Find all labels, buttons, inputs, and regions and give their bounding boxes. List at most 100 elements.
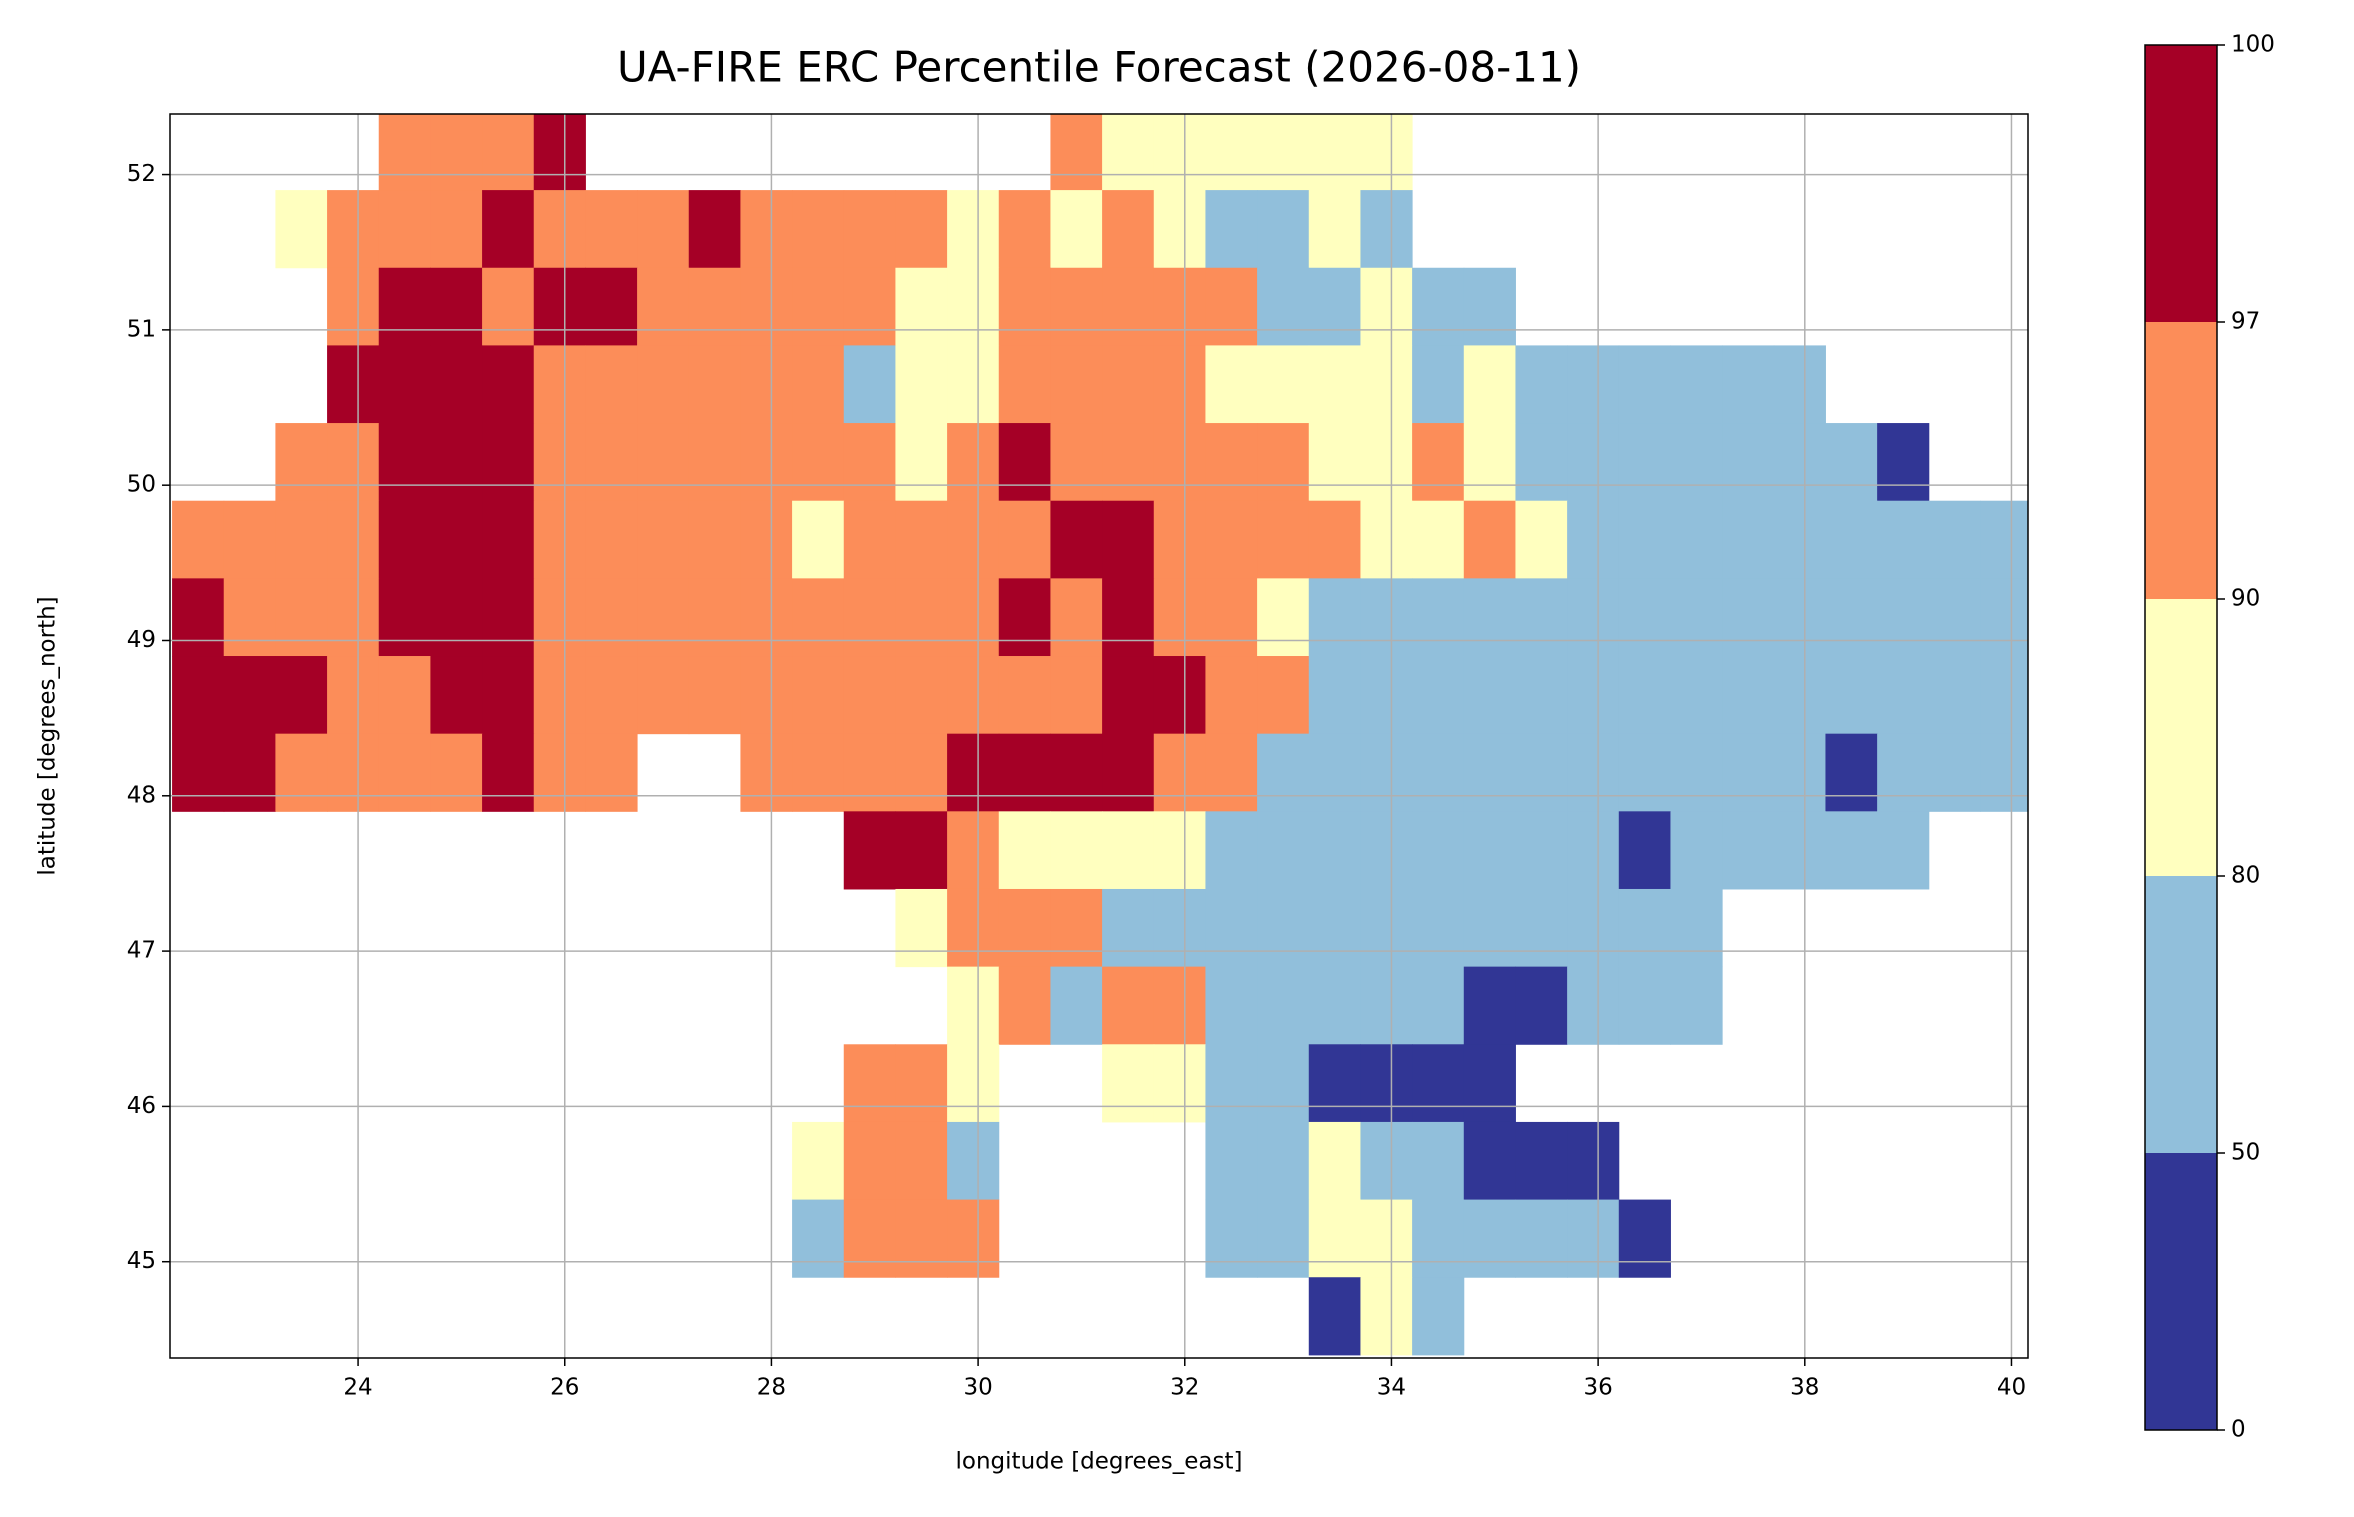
cell — [792, 423, 845, 502]
cell — [998, 733, 1051, 812]
cell — [1722, 733, 1775, 812]
cell — [1257, 1044, 1310, 1123]
plot-frame — [169, 113, 2029, 1359]
x-tick-label: 38 — [1790, 1375, 1819, 1401]
cell — [843, 423, 896, 502]
cell — [895, 267, 948, 346]
cell — [1153, 966, 1206, 1045]
cell — [1308, 1199, 1361, 1278]
cell — [1050, 733, 1103, 812]
cell — [1722, 500, 1775, 579]
cell — [843, 1199, 896, 1278]
cell — [533, 656, 586, 735]
cell — [895, 1121, 948, 1201]
y-tick-label: 48 — [127, 782, 156, 808]
cell — [792, 1121, 845, 1201]
cell — [1773, 811, 1826, 890]
cell — [1308, 656, 1361, 735]
cell — [1567, 966, 1620, 1045]
cell — [223, 500, 276, 579]
cell — [1463, 1121, 1516, 1201]
cell — [1463, 1044, 1516, 1123]
cell — [275, 190, 328, 269]
cell — [1360, 1044, 1413, 1123]
cell — [275, 500, 328, 579]
cell — [843, 1121, 896, 1201]
cell — [1825, 656, 1878, 735]
cell — [172, 733, 225, 812]
cell — [1257, 190, 1310, 269]
cell — [327, 578, 380, 657]
colorbar-frame — [2144, 44, 2218, 1431]
cell — [1308, 114, 1361, 191]
cell — [275, 578, 328, 657]
cell — [1308, 733, 1361, 812]
cell — [1102, 114, 1155, 191]
cell — [1360, 966, 1413, 1045]
cell — [585, 423, 638, 502]
cell — [1360, 733, 1413, 812]
cell — [430, 733, 483, 812]
cell — [1257, 966, 1310, 1045]
cell — [482, 656, 535, 735]
cell — [1257, 578, 1310, 657]
cell — [1153, 578, 1206, 657]
cell — [998, 888, 1051, 968]
cell — [1360, 1121, 1413, 1201]
cell — [1825, 811, 1878, 890]
cell — [895, 190, 948, 269]
cell — [1515, 345, 1568, 424]
cell — [1980, 656, 2028, 735]
cell — [740, 733, 793, 812]
cell — [740, 500, 793, 579]
cell — [1308, 966, 1361, 1045]
cell — [1412, 966, 1465, 1045]
cell — [482, 345, 535, 424]
cell — [843, 811, 896, 890]
cell — [378, 267, 431, 346]
x-tick-label: 32 — [1170, 1375, 1199, 1401]
x-axis-label: longitude [degrees_east] — [956, 1449, 1243, 1475]
colorbar-tick-label: 80 — [2231, 863, 2260, 889]
cell — [792, 267, 845, 346]
cell — [1257, 267, 1310, 346]
cell — [895, 733, 948, 812]
cell — [998, 423, 1051, 502]
cell — [172, 578, 225, 657]
cell — [947, 423, 1000, 502]
cell — [1153, 500, 1206, 579]
cell — [637, 345, 690, 424]
cell — [688, 423, 741, 502]
cell — [792, 733, 845, 812]
cell — [1308, 1277, 1361, 1356]
cell — [1463, 1199, 1516, 1278]
cell — [1567, 888, 1620, 968]
cell — [1050, 190, 1103, 269]
cell — [947, 267, 1000, 346]
cell — [1928, 500, 1981, 579]
cell — [1928, 578, 1981, 657]
cell — [947, 1121, 1000, 1201]
cell — [1928, 733, 1981, 812]
cell — [792, 345, 845, 424]
cell — [1360, 656, 1413, 735]
cell — [1308, 423, 1361, 502]
cell — [792, 656, 845, 735]
cell — [482, 267, 535, 346]
cell — [947, 1199, 1000, 1278]
cell — [1567, 1121, 1620, 1201]
cell — [688, 578, 741, 657]
cell — [430, 267, 483, 346]
cell — [275, 423, 328, 502]
x-tick-label: 40 — [1997, 1375, 2026, 1401]
cell — [585, 656, 638, 735]
cell — [998, 190, 1051, 269]
cell — [1205, 345, 1258, 424]
cell — [1463, 811, 1516, 890]
x-tick-label: 36 — [1583, 1375, 1612, 1401]
cell — [1102, 656, 1155, 735]
cell — [1050, 114, 1103, 191]
y-tick-label: 52 — [127, 161, 156, 187]
cell — [1308, 345, 1361, 424]
cell — [482, 578, 535, 657]
